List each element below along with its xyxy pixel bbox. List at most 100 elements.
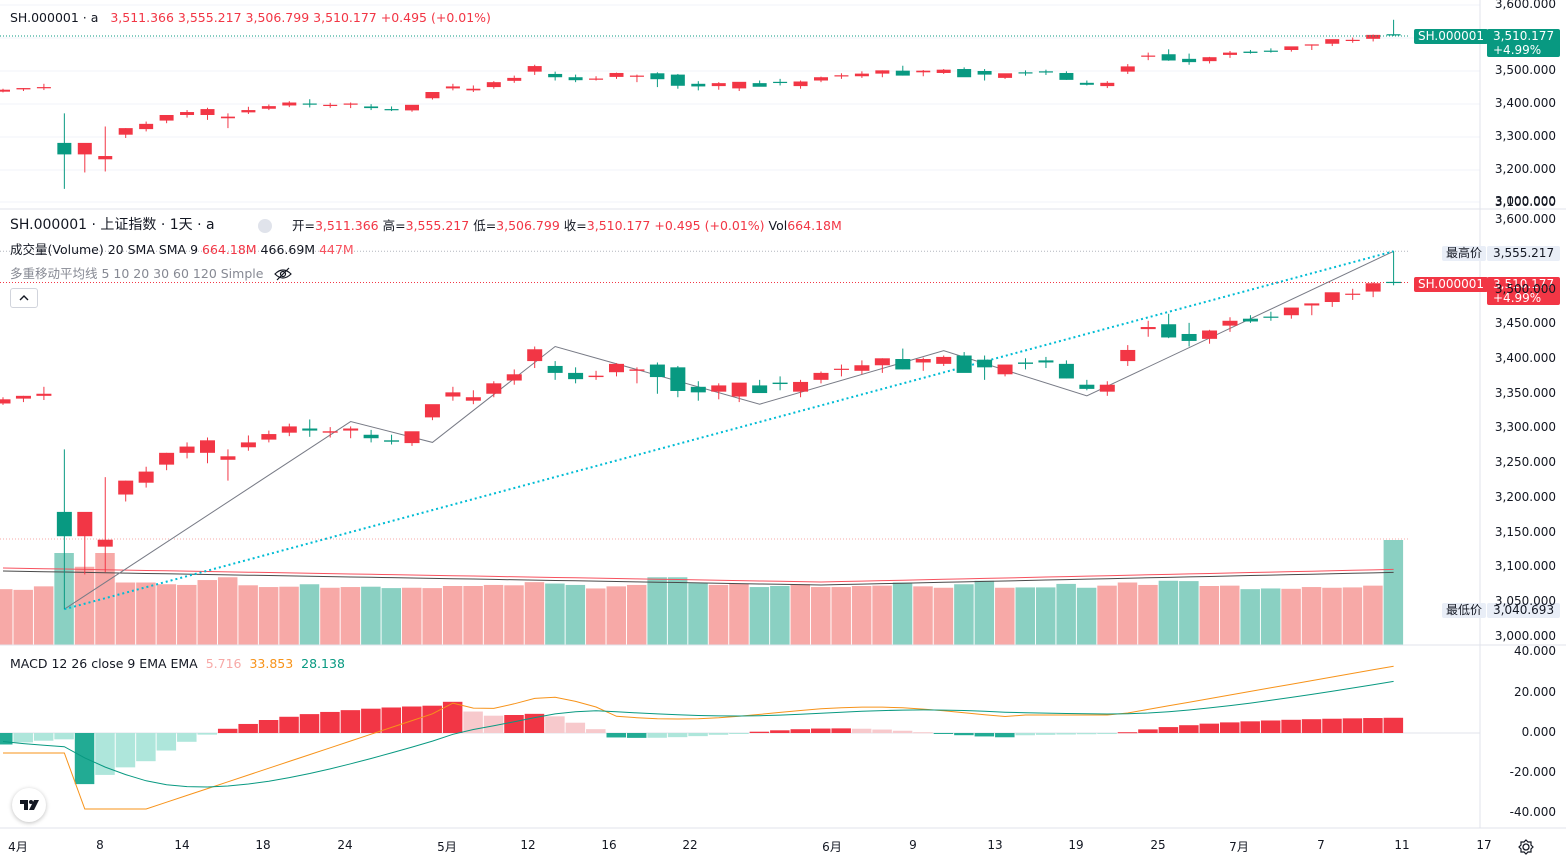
main-candle-body [670, 367, 686, 391]
top-candle-body [691, 83, 706, 87]
tradingview-logo[interactable] [12, 788, 46, 822]
top-candle-body [854, 73, 869, 77]
volume-bar [483, 584, 504, 645]
main-candle-body [138, 471, 154, 483]
top-candle-body [957, 69, 972, 78]
top-candle-body [732, 81, 747, 89]
main-candle-body [997, 364, 1013, 375]
top-candle-body [548, 73, 563, 78]
main-candle-body [220, 456, 236, 460]
top-symbol-tag: SH.000001 [1414, 29, 1489, 44]
high-marker-value: 3,555.217 [1487, 246, 1561, 261]
macd-hist-bar [790, 729, 811, 733]
macd-hist-bar [1281, 719, 1301, 733]
main-candles [0, 251, 1402, 610]
main-candle-body [588, 375, 604, 378]
x-tick-label: 11 [1394, 838, 1410, 852]
top-candle-body [57, 142, 72, 155]
main-candle-body [813, 372, 829, 380]
macd-hist-bar [667, 733, 688, 738]
volume-bar [361, 586, 381, 645]
main-candle-body [793, 381, 809, 392]
volume-bar [0, 589, 13, 645]
top-candle-body [834, 75, 849, 77]
macd-hist-bar [1117, 732, 1138, 734]
volume-bar [115, 582, 136, 645]
top-candle-body [629, 75, 644, 77]
top-candle-body [568, 77, 583, 81]
volume-bar [1281, 588, 1301, 645]
volume-bar [340, 587, 361, 645]
volume-bar [504, 585, 524, 645]
macd-hist-bar [483, 715, 504, 733]
volume-bar [156, 584, 177, 645]
macd-hist-bar [197, 733, 217, 735]
volume-bar [320, 587, 340, 645]
macd-legend[interactable]: MACD 12 26 close 9 EMA EMA 5.716 33.853 … [10, 656, 345, 672]
pane-separators[interactable] [0, 0, 1566, 829]
volume-bar [33, 586, 54, 645]
volume-ma-line [2, 570, 1394, 586]
y-tick-label: 3,250.000 [1494, 455, 1556, 469]
top-candle-body [793, 81, 808, 87]
y-tick-label: 3,100.000 [1494, 195, 1556, 209]
volume-bar [708, 584, 729, 645]
ma-indicator-label[interactable]: 多重移动平均线 5 10 20 30 60 120 Simple [10, 266, 264, 281]
volume-bar [1240, 589, 1260, 645]
main-candle-body [956, 355, 972, 373]
main-candle-body [1365, 283, 1381, 292]
change-value: +0.495 (+0.01%) [654, 218, 765, 233]
main-candle-body [772, 382, 788, 385]
top-candle-body [98, 156, 113, 160]
volume-bar [729, 583, 749, 645]
y-tick-label: 3,200.000 [1494, 490, 1556, 504]
collapse-button[interactable] [10, 288, 38, 308]
top-candle-body [1202, 57, 1217, 62]
top-candle-body [1059, 72, 1074, 80]
main-candle-body [486, 383, 502, 394]
volume-bar [1056, 583, 1076, 645]
volume-legend[interactable]: 成交量(Volume) 20 SMA SMA 9 664.18M 466.69M… [10, 242, 354, 258]
volume-bar [831, 587, 851, 645]
y-tick-label: 3,100.000 [1494, 559, 1556, 573]
macd-hist-bar [811, 728, 831, 733]
macd-hist-bar [933, 733, 954, 734]
top-candle-body [711, 83, 726, 87]
macd-title: MACD 12 26 close 9 EMA EMA [10, 656, 198, 671]
top-candle-body [384, 109, 399, 111]
gear-icon[interactable] [1517, 838, 1535, 860]
volume-bar [1322, 587, 1342, 645]
volume-bar [545, 583, 565, 645]
main-title[interactable]: SH.000001 · 上证指数 · 1天 · a [10, 217, 215, 233]
main-price-value: 3,510.177 [1493, 277, 1555, 291]
main-candle-body [731, 382, 747, 397]
grid-lines [0, 4, 1480, 203]
x-tick-label: 16 [601, 838, 617, 852]
y-tick-label: 3,400.000 [1494, 96, 1556, 110]
volume-bar [1076, 587, 1097, 645]
main-candle-body [629, 369, 645, 371]
top-price-pct: +4.99% [1493, 43, 1542, 57]
top-candle-body [1386, 34, 1401, 36]
macd-hist-bar [1240, 721, 1260, 733]
macd-hist-bar [1179, 725, 1199, 733]
volume-bar [667, 577, 688, 645]
top-candle-body [1100, 82, 1115, 87]
eye-off-icon[interactable] [274, 266, 292, 285]
main-candle-body [977, 359, 993, 368]
main-candle-body [506, 374, 522, 381]
main-candle-body [424, 404, 440, 418]
main-candle-body [1283, 307, 1299, 316]
main-candle-body [1099, 384, 1115, 392]
volume-bar [1138, 584, 1158, 645]
volume-bar [1158, 580, 1179, 645]
top-candle-body [180, 112, 195, 115]
high-label: 高= [382, 218, 406, 233]
high-marker-label: 最高价 [1442, 246, 1487, 261]
macd-hist-bar [115, 733, 136, 768]
main-candle-body [404, 431, 420, 444]
top-candles [0, 19, 1410, 189]
symbol-dot-icon[interactable] [258, 219, 272, 233]
volume-bar [586, 588, 606, 645]
